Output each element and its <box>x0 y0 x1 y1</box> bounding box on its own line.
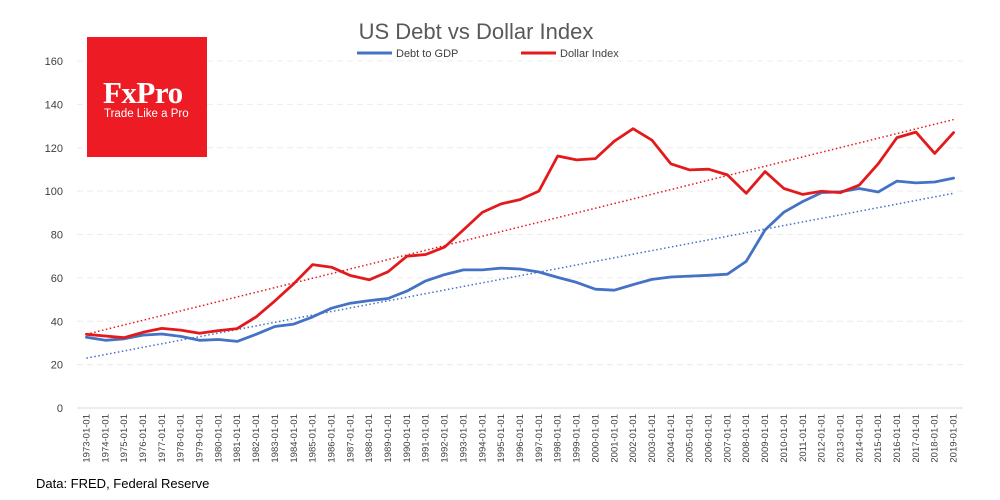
x-tick-label: 2008-01-01 <box>741 414 752 463</box>
x-tick-label: 1994-01-01 <box>477 414 488 463</box>
y-tick-label: 20 <box>51 360 63 372</box>
x-tick-label: 2002-01-01 <box>628 414 639 463</box>
x-tick-label: 1979-01-01 <box>195 414 206 463</box>
y-axis-ticks: 0 20 40 60 80 100 120 140 160 <box>45 56 63 415</box>
series-line-debt-to-gdp <box>85 176 955 343</box>
x-tick-label: 2006-01-01 <box>704 414 715 463</box>
x-tick-label: 1985-01-01 <box>308 414 319 463</box>
x-tick-label: 2016-01-01 <box>892 414 903 463</box>
logo-name: FxPro <box>103 75 183 110</box>
y-tick-label: 100 <box>45 186 63 198</box>
x-tick-label: 1990-01-01 <box>402 414 413 463</box>
x-tick-label: 1984-01-01 <box>289 414 300 463</box>
gridlines <box>77 60 963 366</box>
y-tick-label: 0 <box>57 403 63 415</box>
x-tick-label: 1976-01-01 <box>138 414 149 463</box>
x-tick-label: 2009-01-01 <box>760 414 771 463</box>
x-tick-label: 2001-01-01 <box>609 414 620 463</box>
y-tick-label: 120 <box>45 143 63 155</box>
x-axis-ticks: 1973-01-01 1974-01-01 1975-01-01 1976-01-01… <box>81 414 959 463</box>
x-tick-label: 1997-01-01 <box>534 414 545 463</box>
y-tick-label: 160 <box>45 56 63 68</box>
x-tick-label: 1996-01-01 <box>515 414 526 463</box>
x-tick-label: 2004-01-01 <box>666 414 677 463</box>
x-tick-label: 1998-01-01 <box>553 414 564 463</box>
x-tick-label: 2012-01-01 <box>817 414 828 463</box>
x-tick-label: 2018-01-01 <box>930 414 941 463</box>
x-tick-label: 1982-01-01 <box>251 414 262 463</box>
x-tick-label: 1980-01-01 <box>213 414 224 463</box>
x-tick-label: 2010-01-01 <box>779 414 790 463</box>
data-series <box>85 127 955 343</box>
legend-label-dollar-index: Dollar Index <box>560 48 619 60</box>
trendlines <box>86 118 954 359</box>
x-tick-label: 1999-01-01 <box>572 414 583 463</box>
legend: Debt to GDP Dollar Index <box>357 48 619 60</box>
x-tick-label: 1981-01-01 <box>232 414 243 463</box>
x-tick-label: 2013-01-01 <box>835 414 846 463</box>
x-tick-label: 2003-01-01 <box>647 414 658 463</box>
x-tick-label: 1983-01-01 <box>270 414 281 463</box>
x-tick-label: 2019-01-01 <box>949 414 960 463</box>
x-tick-label: 2007-01-01 <box>722 414 733 463</box>
y-tick-label: 140 <box>45 99 63 111</box>
x-tick-label: 1975-01-01 <box>119 414 130 463</box>
x-tick-label: 1987-01-01 <box>345 414 356 463</box>
x-tick-label: 1977-01-01 <box>157 414 168 463</box>
trendline-debt-to-gdp <box>86 192 954 359</box>
x-tick-label: 1991-01-01 <box>421 414 432 463</box>
x-tick-label: 2015-01-01 <box>873 414 884 463</box>
source-note: Data: FRED, Federal Reserve <box>36 476 210 491</box>
fxpro-logo: FxPro Trade Like a Pro <box>87 37 207 157</box>
x-tick-label: 2005-01-01 <box>685 414 696 463</box>
y-tick-label: 80 <box>51 230 63 242</box>
x-tick-label: 1974-01-01 <box>100 414 111 463</box>
x-tick-label: 1995-01-01 <box>496 414 507 463</box>
legend-label-debt-to-gdp: Debt to GDP <box>396 48 458 60</box>
x-tick-label: 2011-01-01 <box>798 414 809 462</box>
x-tick-label: 1986-01-01 <box>326 414 337 463</box>
series-line-dollar-index <box>85 127 955 340</box>
x-tick-label: 1989-01-01 <box>383 414 394 463</box>
x-tick-label: 1993-01-01 <box>458 414 469 463</box>
x-tick-label: 2017-01-01 <box>911 414 922 463</box>
x-tick-label: 1973-01-01 <box>81 414 92 463</box>
y-tick-label: 40 <box>51 316 63 328</box>
logo-tagline: Trade Like a Pro <box>104 108 189 120</box>
y-tick-label: 60 <box>51 273 63 285</box>
trendline-dollar-index <box>86 118 954 335</box>
x-tick-label: 1988-01-01 <box>364 414 375 463</box>
x-tick-label: 2014-01-01 <box>854 414 865 463</box>
x-tick-label: 1992-01-01 <box>440 414 451 463</box>
x-tick-label: 2000-01-01 <box>590 414 601 463</box>
x-tick-label: 1978-01-01 <box>176 414 187 463</box>
chart-title: US Debt vs Dollar Index <box>359 19 594 44</box>
